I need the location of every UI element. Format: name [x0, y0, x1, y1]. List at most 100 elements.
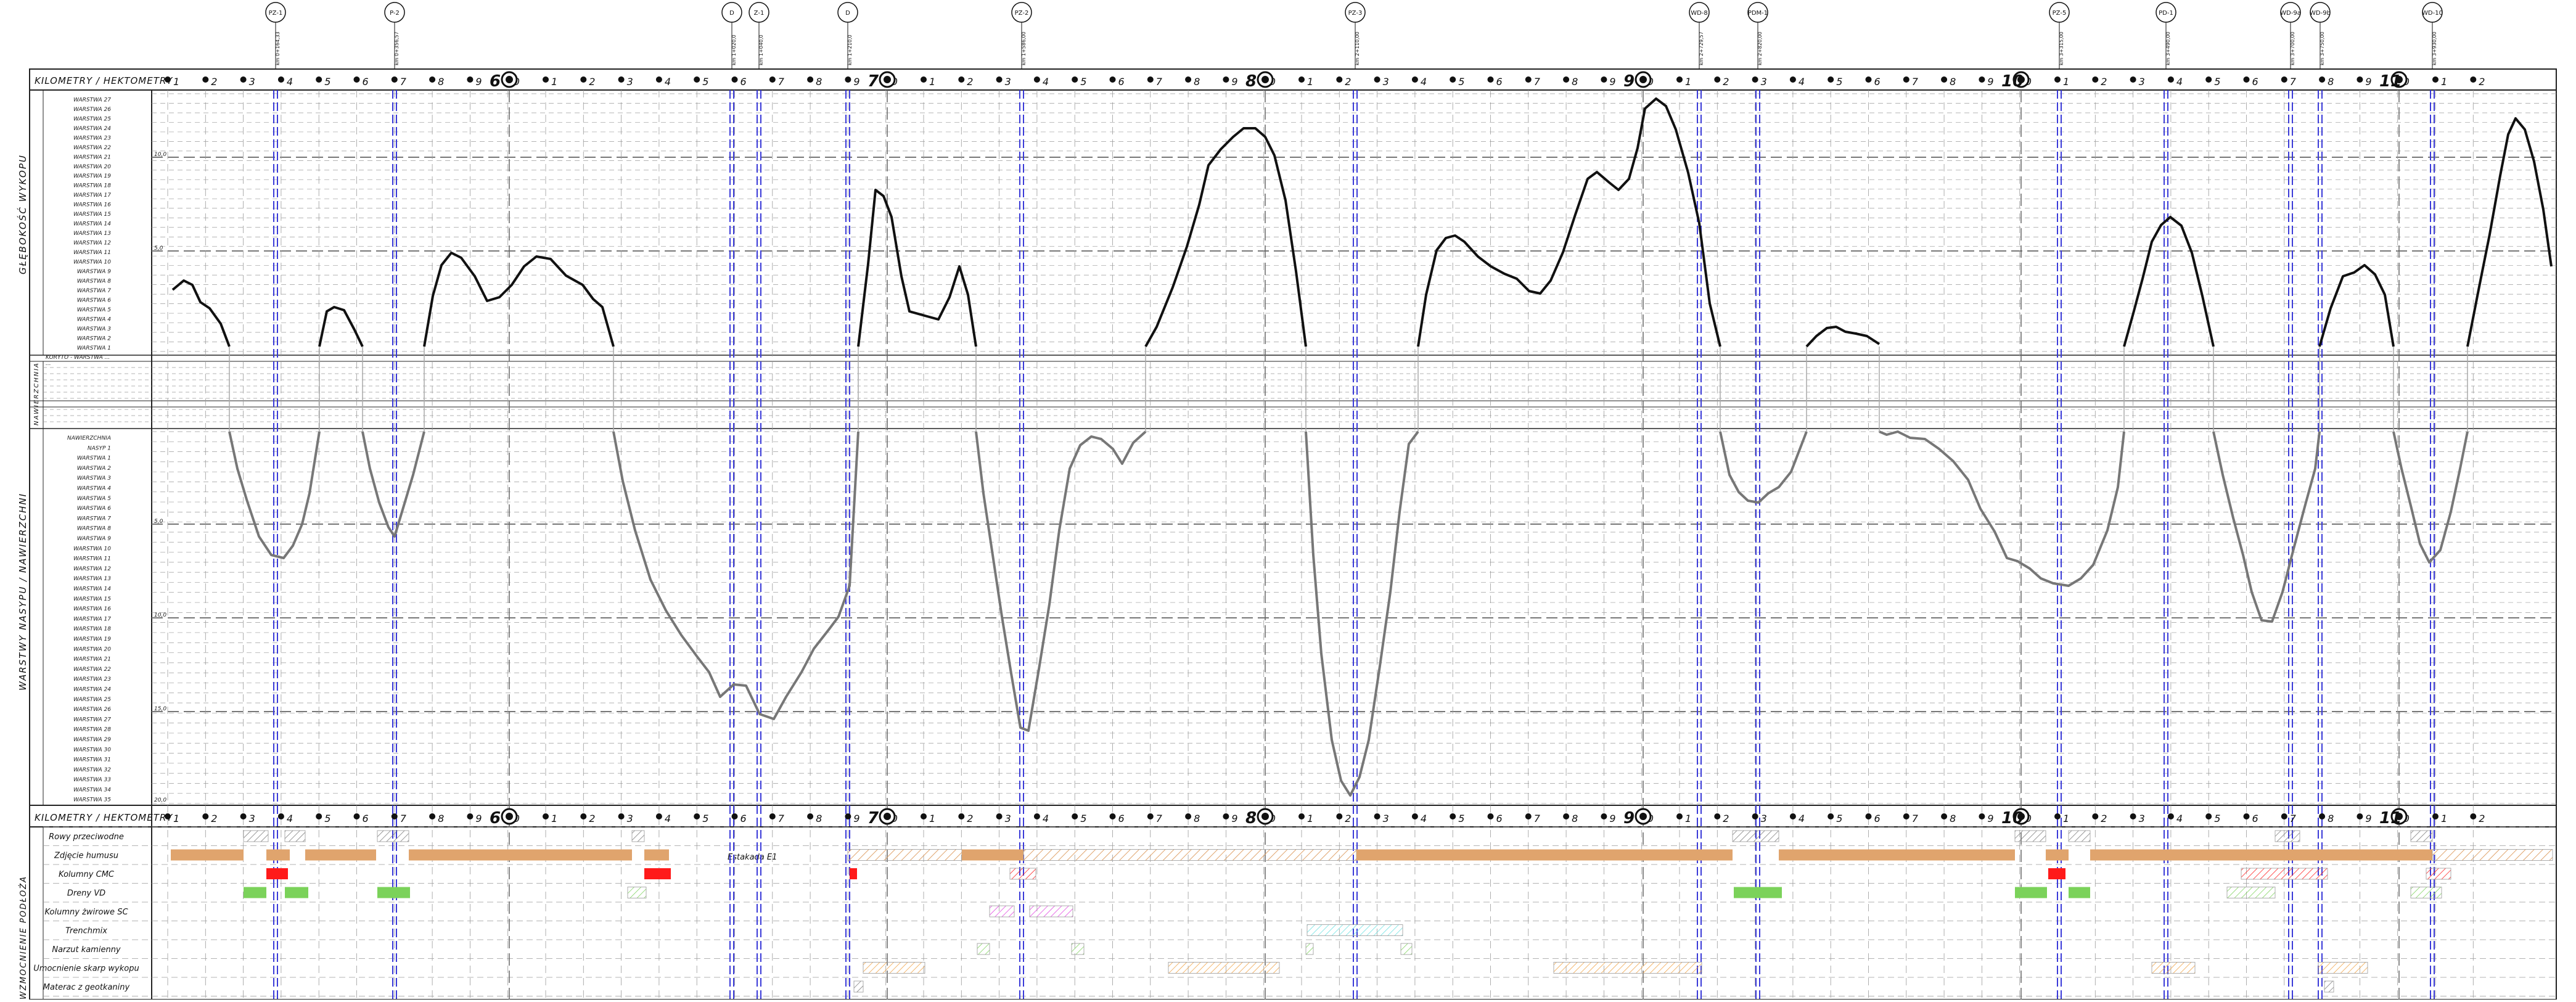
fill-height-curve — [361, 431, 425, 538]
kilometer-label: 7 — [868, 809, 879, 827]
treatment-bar — [627, 887, 647, 898]
kilometer-marker-dot — [1261, 76, 1269, 83]
hectometer-marker — [1411, 76, 1418, 83]
treatment-bar — [284, 830, 306, 842]
hectometer-marker — [1450, 76, 1456, 83]
hectometer-marker — [1298, 813, 1305, 819]
hectometer-marker — [1450, 813, 1456, 819]
hectometer-marker — [1714, 813, 1721, 819]
treatment-bar — [1009, 868, 1036, 880]
hectometer-marker — [1525, 76, 1532, 83]
top-row-label: WARSTWA 23 — [73, 135, 111, 141]
hectometer-marker — [1298, 76, 1305, 83]
bottom-row-label: WARSTWA 33 — [73, 777, 111, 783]
top-row-label: WARSTWA 11 — [73, 250, 111, 256]
hectometer-label: 6 — [2252, 813, 2258, 824]
hectometer-label: 6 — [2252, 76, 2258, 88]
hectometer-marker — [1601, 76, 1607, 83]
hectometer-marker — [277, 813, 284, 819]
hectometer-marker — [2470, 813, 2477, 819]
hectometer-marker — [1336, 813, 1343, 819]
kilometer-marker-dot — [506, 76, 513, 83]
bottom-row-label: WARSTWA 11 — [73, 556, 111, 562]
hectometer-label: 1 — [929, 813, 935, 824]
marker-code: PZ-1 — [269, 10, 283, 17]
kilometer-marker-dot — [2395, 813, 2403, 820]
hectometer-label: 1 — [551, 76, 557, 88]
hectometer-marker — [240, 813, 247, 819]
kilometer-marker-dot — [506, 813, 513, 820]
km-row-label-bottom: KILOMETRY / HEKTOMETRY — [35, 812, 173, 823]
treatment-bar — [1023, 849, 1357, 861]
top-row-label: WARSTWA 10 — [73, 260, 111, 266]
hectometer-label: 2 — [589, 76, 595, 88]
bottom-row-label: WARSTWA 23 — [73, 676, 111, 683]
cut-depth-curve — [423, 252, 615, 347]
hectometer-label: 5 — [324, 813, 330, 824]
hectometer-marker — [1865, 813, 1872, 819]
marker-code: D — [845, 10, 850, 17]
bottom-row-label: NAWIERZCHNIA — [67, 435, 111, 441]
cut-depth-curve — [2318, 264, 2395, 347]
hectometer-label: 9 — [475, 76, 482, 88]
hectometer-label: 5 — [1458, 76, 1464, 88]
hectometer-label: 3 — [1005, 813, 1011, 824]
bottom-section-title: WARSTWY NASYPU / NAWIERZCHNI — [17, 493, 28, 691]
hectometer-label: 3 — [1005, 76, 1011, 88]
depth-label: 10,0 — [154, 152, 166, 158]
top-row-label: WARSTWA 1 — [77, 345, 111, 351]
marker-station: km 2+820,00 — [1757, 31, 1763, 65]
hectometer-label: 2 — [967, 813, 973, 824]
treatment-bar — [1029, 905, 1073, 918]
kilometer-marker-dot — [884, 76, 891, 83]
hectometer-label: 4 — [1799, 76, 1805, 88]
hectometer-marker — [1676, 813, 1683, 819]
hectometer-marker — [202, 813, 209, 819]
kilometer-label: 8 — [1245, 809, 1257, 827]
bottom-row-label: WARSTWA 19 — [73, 636, 111, 643]
hectometer-marker — [2130, 813, 2136, 819]
hectometer-label: 4 — [1421, 76, 1427, 88]
bottom-row-label: WARSTWA 5 — [77, 496, 112, 502]
marker-station: km 0+356,57 — [394, 31, 400, 65]
hectometer-label: 6 — [740, 813, 747, 824]
treatment-bar — [2226, 887, 2276, 898]
bottom-row-label: WARSTWA 2 — [77, 466, 112, 472]
bottom-row-label: WARSTWA 4 — [77, 486, 112, 492]
hectometer-label: 5 — [2214, 76, 2220, 88]
km-ticks: 1122334455667788990011223344556677889900… — [165, 71, 2485, 827]
top-row-label: WARSTWA 20 — [73, 164, 111, 170]
hectometer-label: 4 — [1043, 813, 1049, 824]
hectometer-marker — [1109, 76, 1116, 83]
hectometer-marker — [694, 813, 700, 819]
kilometer-marker-dot — [2395, 76, 2403, 83]
hectometer-marker — [2054, 76, 2061, 83]
hectometer-label: 8 — [2328, 813, 2334, 824]
hectometer-label: 2 — [2101, 76, 2107, 88]
kilometer-label: 6 — [490, 72, 501, 91]
hectometer-label: 1 — [2063, 76, 2069, 88]
treatment-row-label: Trenchmix — [65, 927, 107, 936]
hectometer-label: 9 — [1231, 76, 1237, 88]
hectometer-marker — [467, 76, 474, 83]
hectometer-label: 2 — [2479, 813, 2485, 824]
hectometer-marker — [316, 813, 322, 819]
treatment-bar — [962, 849, 1023, 861]
marker-code: PZ-2 — [1015, 10, 1029, 17]
hectometer-label: 2 — [2101, 813, 2107, 824]
hectometer-marker — [2470, 76, 2477, 83]
hectometer-label: 6 — [1874, 76, 1881, 88]
hectometer-label: 8 — [438, 813, 444, 824]
hectometer-label: 4 — [287, 813, 293, 824]
hectometer-marker — [1147, 813, 1154, 819]
hectometer-marker — [543, 76, 549, 83]
hectometer-label: 3 — [249, 813, 255, 824]
bottom-row-label: WARSTWA 30 — [73, 747, 111, 753]
hectometer-label: 2 — [1723, 813, 1729, 824]
hectometer-marker — [1865, 76, 1872, 83]
marker-code: WD-9b — [2310, 10, 2331, 17]
km-row-label-top: KILOMETRY / HEKTOMETRY — [35, 75, 173, 86]
hectometer-marker — [694, 76, 700, 83]
treatment-bar — [285, 887, 308, 898]
hectometer-label: 8 — [1572, 76, 1578, 88]
